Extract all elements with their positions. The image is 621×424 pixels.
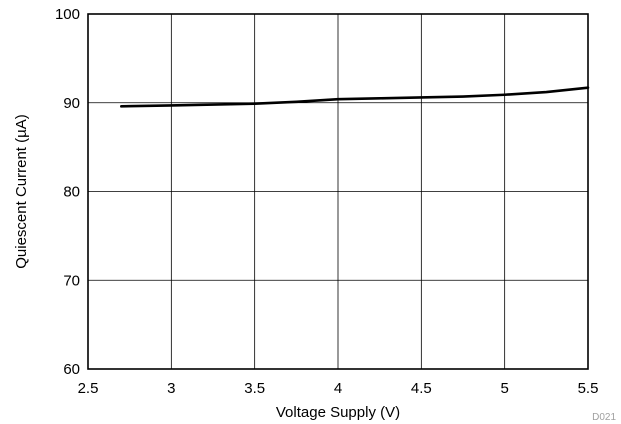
y-tick-label: 80 bbox=[63, 184, 80, 201]
y-tick-label: 60 bbox=[63, 361, 80, 378]
y-axis-ticks: 60 70 80 90 100 bbox=[55, 6, 80, 378]
y-tick-label: 90 bbox=[63, 95, 80, 112]
grid bbox=[88, 14, 588, 369]
x-tick-label: 5.5 bbox=[578, 380, 599, 397]
x-tick-label: 2.5 bbox=[78, 380, 99, 397]
x-tick-label: 4.5 bbox=[411, 380, 432, 397]
plot-frame bbox=[87, 13, 589, 370]
x-tick-label: 4 bbox=[334, 380, 342, 397]
y-tick-label: 70 bbox=[63, 272, 80, 289]
x-tick-label: 3 bbox=[167, 380, 175, 397]
x-tick-label: 5 bbox=[500, 380, 508, 397]
figure-id-label: D021 bbox=[592, 412, 616, 423]
y-tick-label: 100 bbox=[55, 6, 80, 23]
quiescent-current-series-line bbox=[120, 86, 590, 108]
x-axis-ticks: 2.5 3 3.5 4 4.5 5 5.5 bbox=[78, 380, 599, 397]
x-axis-title: Voltage Supply (V) bbox=[276, 404, 400, 421]
x-tick-label: 3.5 bbox=[244, 380, 265, 397]
y-axis-title: Quiescent Current (µA) bbox=[13, 114, 30, 269]
series-layer bbox=[120, 86, 590, 108]
